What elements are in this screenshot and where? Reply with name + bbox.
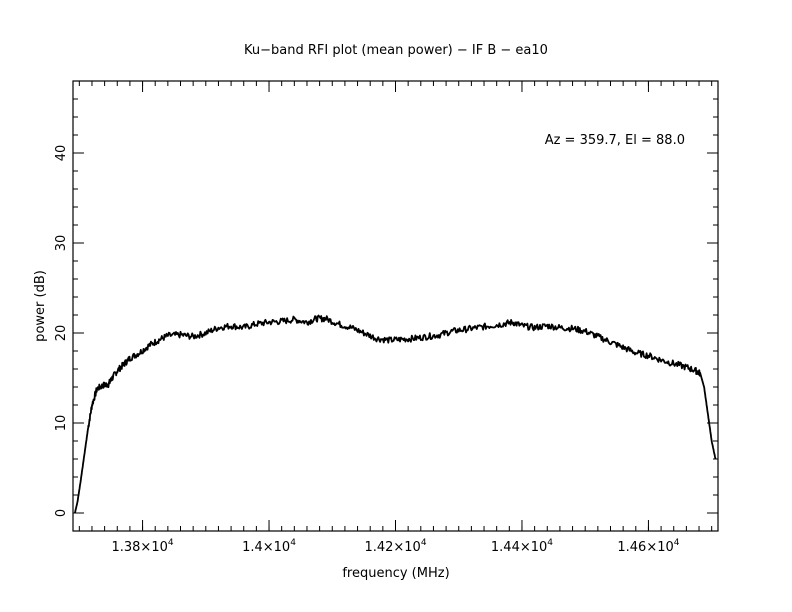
y-tick-label: 20 [54,325,69,342]
power-series-line [74,314,717,514]
x-axis-label: frequency (MHz) [342,566,449,581]
az-el-annotation: Az = 359.7, El = 88.0 [545,133,685,148]
x-tick-label: 1.4×104 [242,538,296,555]
x-tick-label: 1.38×104 [111,538,173,555]
x-tick-label: 1.42×104 [364,538,426,555]
y-tick-label: 0 [54,509,69,517]
y-tick-label: 40 [54,145,69,162]
x-tick-label: 1.46×104 [617,538,679,555]
y-tick-labels: 0 10 20 30 40 [54,145,69,517]
plot-area: 1.38×104 1.4×104 1.42×104 1.44×104 1.46×104 … [54,80,719,555]
plot-frame [72,80,719,532]
y-tick-label: 30 [54,235,69,252]
x-tick-label: 1.44×104 [491,538,553,555]
axis-ticks [73,80,718,532]
x-tick-labels: 1.38×104 1.4×104 1.42×104 1.44×104 1.46×104 [111,538,679,555]
chart-title: Ku−band RFI plot (mean power) − IF B − e… [244,43,548,58]
y-tick-label: 10 [54,415,69,432]
y-axis-label: power (dB) [33,270,48,342]
